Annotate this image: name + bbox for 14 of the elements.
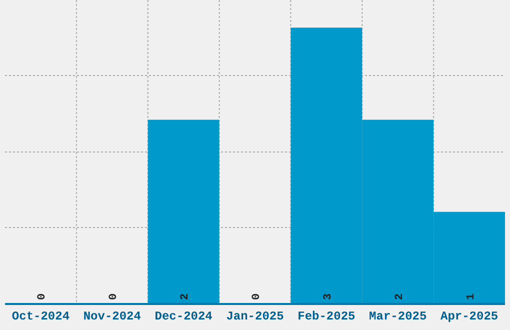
data-label: 2	[394, 293, 406, 300]
x-tick-label: Apr-2025	[440, 310, 498, 324]
x-tick-label: Nov-2024	[83, 310, 141, 324]
x-tick-label: Jan-2025	[226, 310, 284, 324]
x-tick-label: Feb-2025	[298, 310, 356, 324]
x-tick-label: Dec-2024	[154, 310, 212, 324]
data-label: 0	[36, 293, 49, 300]
x-tick-label: Oct-2024	[12, 310, 70, 324]
data-label: 0	[251, 293, 263, 300]
x-tick-label: Mar-2025	[369, 310, 427, 324]
data-label: 0	[108, 293, 120, 300]
data-label: 1	[465, 293, 478, 300]
data-label: 2	[180, 293, 192, 300]
data-label: 3	[322, 293, 334, 300]
